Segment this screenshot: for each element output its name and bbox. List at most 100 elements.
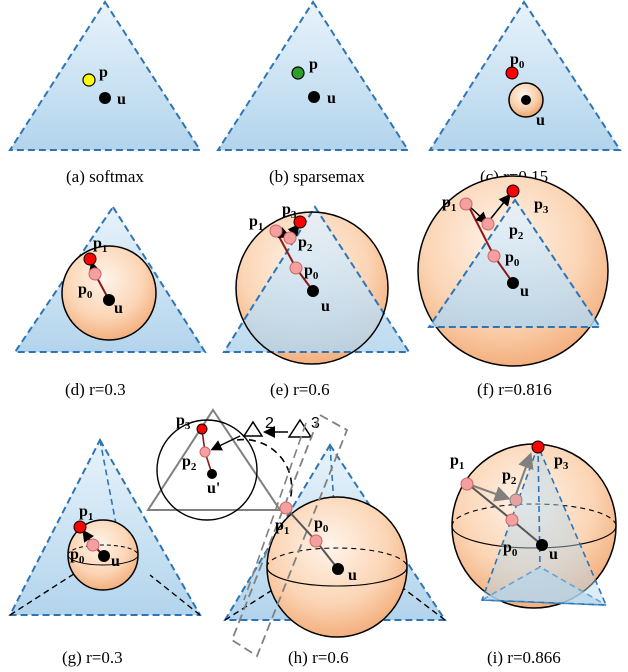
label-triangle-3: 3 (311, 415, 320, 432)
panel-g: p1 p0 u (g) r=0.3 (8, 437, 202, 667)
label-triangle-2: 2 (265, 415, 274, 432)
panel-b: p u (b) sparsemax (216, 0, 410, 186)
simplex-triangle (427, 198, 602, 328)
point-p (291, 66, 305, 80)
point-u (307, 285, 319, 297)
point-p1 (459, 197, 473, 211)
label-u: u (114, 300, 123, 317)
point-p2 (199, 446, 211, 458)
label-p0: p0 (503, 539, 518, 559)
point-p0 (487, 249, 501, 263)
label-p2: p2 (509, 222, 524, 242)
panel-e: p1 p3 p2 p0 u (e) r=0.6 (222, 201, 411, 399)
point-p3 (196, 423, 208, 435)
label-p1: p1 (79, 503, 93, 523)
path-line (467, 204, 495, 257)
label-p3: p3 (282, 201, 297, 221)
label-p1: p1 (93, 235, 107, 255)
simplex-triangle (8, 0, 202, 151)
label-u: u (117, 91, 126, 108)
path-line (511, 519, 543, 546)
caption-b: (b) sparsemax (269, 167, 365, 186)
point-p0 (289, 261, 303, 275)
label-p0: p0 (314, 515, 329, 535)
point-p (82, 73, 96, 87)
projection-arrow (210, 435, 241, 451)
tetra-edge (9, 569, 81, 616)
sphere-equator-back (451, 503, 617, 527)
panel-d: p1 p0 u (d) r=0.3 (13, 205, 207, 399)
point-u (536, 539, 548, 551)
point-u (521, 95, 531, 105)
radius-circle-outline (235, 211, 389, 365)
radius-circle (61, 245, 157, 341)
point-u (103, 294, 115, 306)
label-p2: p2 (502, 467, 517, 487)
label-u: u (348, 567, 357, 584)
point-p0 (86, 538, 100, 552)
tetra-edge (149, 574, 201, 616)
inset-circle (156, 419, 258, 521)
label-p: p (99, 64, 108, 81)
label-p0: p0 (510, 51, 525, 71)
point-p2 (509, 493, 523, 507)
label-p3: p3 (176, 412, 191, 432)
inset-dashed-arc (236, 438, 293, 501)
point-p3 (506, 184, 520, 198)
sphere-equator-back (266, 547, 408, 568)
caption-e: (e) r=0.6 (270, 380, 330, 399)
label-p2: p2 (298, 234, 313, 254)
label-p1: p1 (442, 194, 456, 214)
simplex-triangle (222, 205, 411, 353)
panel-c: p0 u (c) r=0.15 (428, 0, 622, 186)
point-p2 (481, 217, 495, 231)
point-p0 (88, 267, 102, 281)
panel-a: p u (a) softmax (8, 0, 202, 186)
point-p3 (531, 440, 545, 454)
caption-a: (a) softmax (66, 167, 144, 186)
label-p1: p1 (450, 452, 464, 472)
point-u (98, 550, 110, 562)
label-u: u (111, 553, 120, 570)
panel-f: p1 p3 p2 p0 u (f) r=0.816 (417, 175, 609, 399)
inset-cross-section: p3 p2 u' 2 3 (146, 408, 320, 521)
sphere-equator (67, 554, 139, 566)
point-p0 (505, 66, 519, 80)
label-p3: p3 (554, 452, 569, 472)
simplex-triangle (428, 0, 622, 151)
point-u (507, 277, 519, 289)
label-p1: p1 (249, 213, 263, 233)
label-p3: p3 (534, 196, 549, 216)
point-p1 (269, 224, 283, 238)
caption-i: (i) r=0.866 (487, 648, 561, 667)
cross-section-plane (230, 413, 349, 658)
point-p1 (279, 501, 293, 515)
caption-f: (f) r=0.816 (477, 380, 552, 399)
point-u (308, 91, 320, 103)
label-u: u (520, 283, 529, 300)
triangle-symbol-3 (287, 418, 313, 438)
point-u-prime (207, 469, 217, 479)
point-u (332, 563, 344, 575)
caption-d: (d) r=0.3 (65, 380, 126, 399)
label-u: u (549, 546, 558, 563)
point-p0 (505, 513, 519, 527)
sphere-equator-back (67, 544, 139, 556)
label-u-prime: u' (207, 480, 220, 497)
tetra-edge (99, 439, 121, 546)
panel-i: p1 p2 p3 p0 u (i) r=0.866 (450, 440, 617, 667)
path-line (467, 483, 513, 521)
label-u: u (536, 112, 545, 129)
label-p0: p0 (505, 249, 520, 269)
point-p1 (460, 477, 474, 491)
projection-arrow (514, 452, 534, 498)
label-u: u (327, 90, 336, 107)
triangle-symbol-2 (242, 420, 264, 437)
panel-h: p1 p0 u (h) r=0.6 (223, 413, 447, 667)
point-p3 (293, 215, 307, 229)
projection-arrow (487, 193, 511, 223)
point-p1 (83, 252, 97, 266)
caption-g: (g) r=0.3 (62, 648, 123, 667)
caption-h: (h) r=0.6 (288, 648, 349, 667)
